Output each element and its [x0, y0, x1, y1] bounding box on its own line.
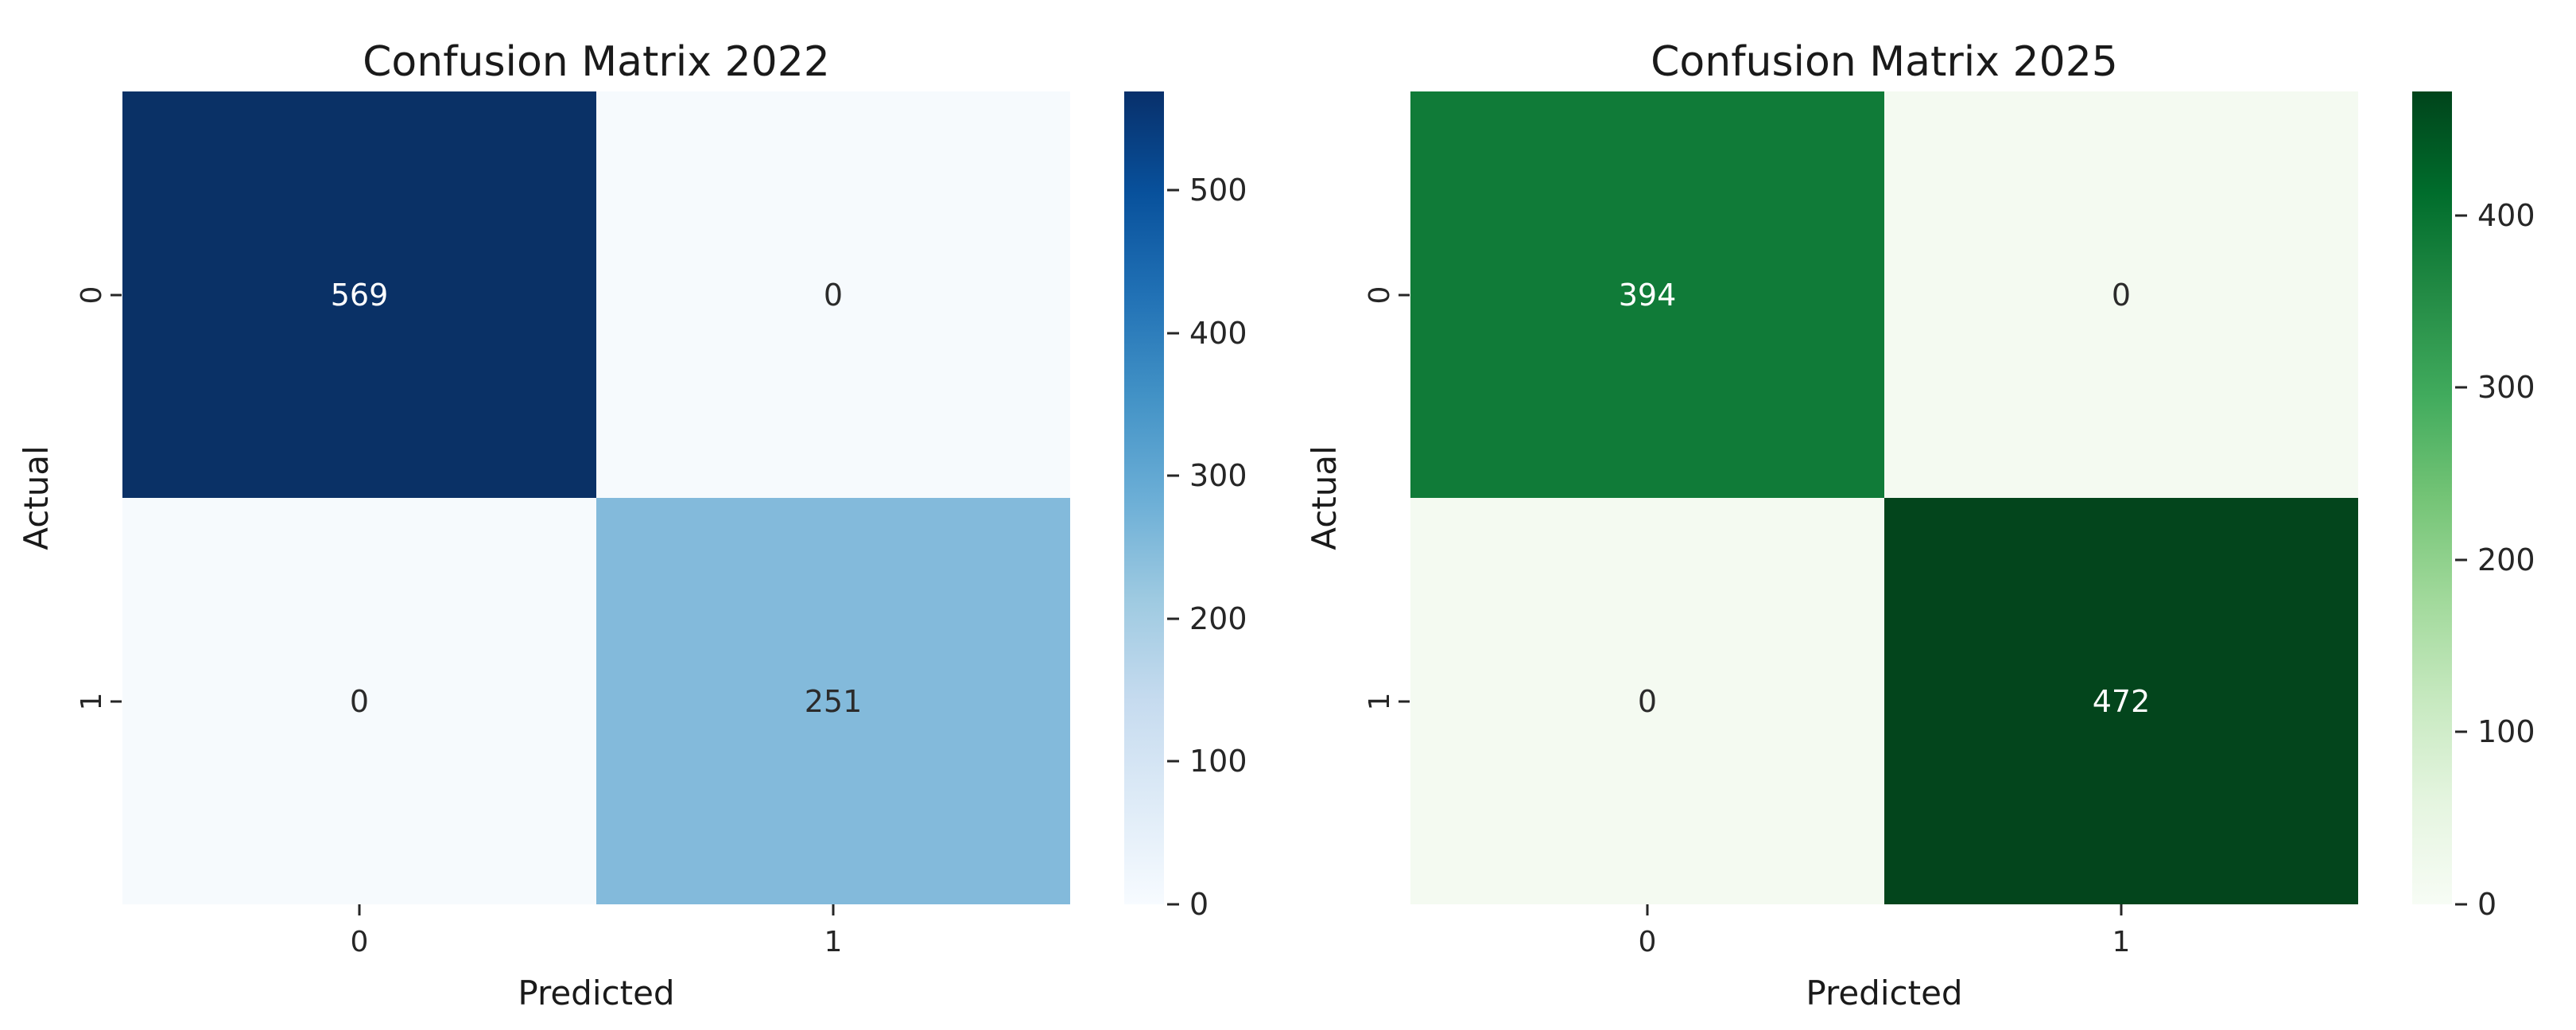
heatmap-grid: 394 0 0 472	[1410, 91, 2358, 904]
x-axis-label: Predicted	[518, 974, 675, 1013]
heatmap-grid: 569 0 0 251	[122, 91, 1070, 904]
colorbar-tick-label: 400	[2477, 197, 2535, 233]
x-tick-label: 1	[824, 926, 843, 958]
colorbar-tick-label: 100	[1189, 744, 1247, 779]
confusion-matrix-2025-panel: Confusion Matrix 2025 Actual 394 0 0 472 Pr…	[1288, 0, 2576, 1030]
y-tick-label: 0	[76, 286, 108, 304]
colorbar-tick-mark	[1167, 903, 1179, 906]
colorbar	[1124, 91, 1164, 904]
x-tick-mark	[358, 904, 361, 915]
x-tick-label: 0	[350, 926, 369, 958]
x-tick-mark	[1646, 904, 1649, 915]
colorbar-tick-label: 0	[2477, 887, 2497, 922]
colorbar-tick-mark	[2455, 558, 2467, 562]
colorbar-tick-label: 200	[2477, 542, 2535, 577]
colorbar-tick-mark	[2455, 903, 2467, 906]
x-tick-mark	[832, 904, 835, 915]
y-tick-mark	[111, 293, 122, 296]
colorbar-tick-mark	[2455, 386, 2467, 389]
heatmap-cell-r0c0: 394	[1410, 91, 1884, 498]
colorbar-tick-label: 300	[1189, 458, 1247, 494]
colorbar-tick-mark	[2455, 214, 2467, 217]
y-tick-label: 0	[1364, 286, 1396, 304]
y-tick-label: 1	[1364, 692, 1396, 710]
chart-title-2025: Confusion Matrix 2025	[1651, 38, 2118, 86]
y-axis-label: Actual	[17, 445, 56, 550]
x-tick-label: 1	[2112, 926, 2131, 958]
colorbar-tick-mark	[2455, 730, 2467, 733]
heatmap-cell-r1c0: 0	[1410, 498, 1884, 904]
y-tick-label: 1	[76, 692, 108, 710]
colorbar-tick-mark	[1167, 474, 1179, 477]
heatmap-cell-r0c1: 0	[1884, 91, 2358, 498]
colorbar-tick-label: 0	[1189, 887, 1209, 922]
colorbar-tick-label: 100	[2477, 714, 2535, 750]
colorbar-tick-mark	[1167, 760, 1179, 763]
y-tick-mark	[1399, 700, 1410, 702]
heatmap-cell-r1c1: 251	[596, 498, 1070, 904]
heatmap-cell-r1c0: 0	[122, 498, 596, 904]
x-tick-mark	[2120, 904, 2123, 915]
x-axis-label: Predicted	[1806, 974, 1963, 1013]
heatmap-cell-r1c1: 472	[1884, 498, 2358, 904]
colorbar-tick-mark	[1167, 332, 1179, 335]
heatmap-cell-r0c1: 0	[596, 91, 1070, 498]
colorbar	[2412, 91, 2452, 904]
y-tick-mark	[1399, 293, 1410, 296]
x-tick-label: 0	[1638, 926, 1657, 958]
colorbar-tick-label: 300	[2477, 370, 2535, 406]
colorbar-tick-label: 200	[1189, 601, 1247, 636]
colorbar-tick-label: 400	[1189, 315, 1247, 351]
colorbar-tick-mark	[1167, 617, 1179, 620]
y-tick-mark	[111, 700, 122, 702]
colorbar-tick-label: 500	[1189, 172, 1247, 208]
confusion-matrix-2022-panel: Confusion Matrix 2022 Actual 569 0 0 251 Pr…	[17, 38, 1247, 1013]
y-axis-label: Actual	[1305, 445, 1344, 550]
chart-title-2022: Confusion Matrix 2022	[363, 38, 830, 86]
colorbar-tick-mark	[1167, 189, 1179, 192]
heatmap-cell-r0c0: 569	[122, 91, 596, 498]
